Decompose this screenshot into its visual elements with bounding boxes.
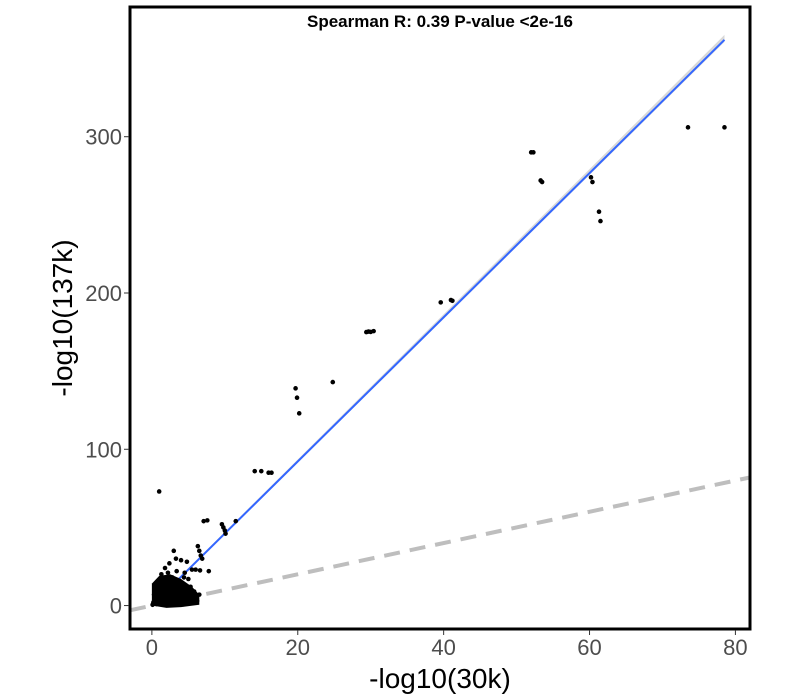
data-point (159, 572, 164, 577)
x-tick-label: 60 (577, 635, 601, 660)
data-point (170, 597, 176, 602)
data-point (161, 599, 167, 604)
data-point (175, 600, 180, 606)
data-point (598, 218, 603, 224)
reference-line (130, 475, 750, 613)
data-point (539, 179, 545, 185)
data-point (294, 395, 300, 401)
data-point (205, 518, 210, 523)
x-tick-label: 20 (286, 635, 310, 660)
data-point (168, 578, 174, 583)
data-point (596, 209, 602, 215)
data-point (193, 567, 198, 572)
data-point (183, 595, 188, 601)
data-point (163, 590, 169, 596)
y-tick-label: 300 (85, 125, 122, 150)
data-point (194, 598, 200, 604)
data-point (190, 597, 196, 602)
chart-title: Spearman R: 0.39 P-value <2e-16 (307, 12, 573, 31)
data-point (181, 575, 187, 580)
data-point (167, 584, 173, 590)
data-point (180, 602, 186, 607)
data-point (162, 565, 168, 571)
data-point (172, 586, 178, 591)
data-point (531, 150, 536, 155)
data-point (174, 568, 179, 574)
data-point (588, 175, 594, 180)
data-point (201, 518, 206, 524)
data-point (186, 576, 191, 582)
plot-border (128, 5, 752, 631)
y-tick-label: 200 (85, 281, 122, 306)
data-point (438, 300, 444, 305)
data-point (180, 587, 185, 593)
y-axis-label: -log10(137k) (47, 239, 78, 396)
data-point (165, 570, 171, 576)
data-point (199, 556, 205, 561)
data-point (206, 568, 212, 574)
data-point (156, 489, 162, 494)
data-point (269, 470, 274, 476)
data-point (158, 600, 163, 606)
x-axis-ticks: 0 20 40 60 80 (146, 630, 748, 660)
y-tick-label: 0 (110, 594, 122, 619)
data-point (150, 602, 155, 608)
data-point (157, 589, 163, 594)
data-point (175, 593, 181, 599)
data-point (252, 468, 258, 474)
data-point (159, 576, 164, 582)
data-point (153, 587, 158, 593)
data-point (187, 593, 193, 598)
data-point (196, 592, 202, 597)
data-point (330, 379, 336, 385)
data-point (258, 468, 264, 474)
data-point (590, 179, 595, 185)
data-point (189, 567, 195, 572)
data-point (167, 561, 172, 566)
data-point (371, 328, 376, 334)
data-point (184, 559, 190, 565)
data-point (685, 125, 691, 130)
data-point (296, 411, 302, 416)
data-point (196, 548, 202, 554)
data-points (150, 125, 727, 608)
data-point (450, 298, 455, 304)
data-point (164, 579, 169, 585)
x-tick-label: 40 (431, 635, 455, 660)
data-point (722, 125, 727, 130)
data-point (188, 584, 193, 590)
data-point (171, 548, 177, 554)
data-point (156, 593, 162, 599)
data-point (160, 586, 166, 591)
y-axis-ticks: 0 100 200 300 (85, 125, 129, 619)
data-point (233, 518, 239, 524)
data-point (152, 597, 158, 603)
data-point (176, 582, 182, 588)
data-point (153, 601, 159, 607)
plot-content (130, 34, 750, 613)
data-point (166, 601, 171, 607)
data-point (151, 592, 157, 597)
regression-line (151, 39, 726, 607)
data-point (182, 570, 188, 576)
x-axis-label: -log10(30k) (369, 663, 511, 694)
data-point (223, 531, 228, 536)
x-tick-label: 80 (723, 635, 747, 660)
data-point (191, 589, 197, 594)
data-point (169, 592, 174, 597)
data-point (195, 543, 201, 549)
data-point (293, 386, 298, 391)
data-point (154, 581, 160, 586)
data-point (173, 556, 179, 561)
data-point (197, 568, 203, 573)
data-point (185, 600, 190, 605)
data-point (178, 557, 184, 563)
y-tick-label: 100 (85, 437, 122, 462)
x-tick-label: 0 (146, 635, 158, 660)
